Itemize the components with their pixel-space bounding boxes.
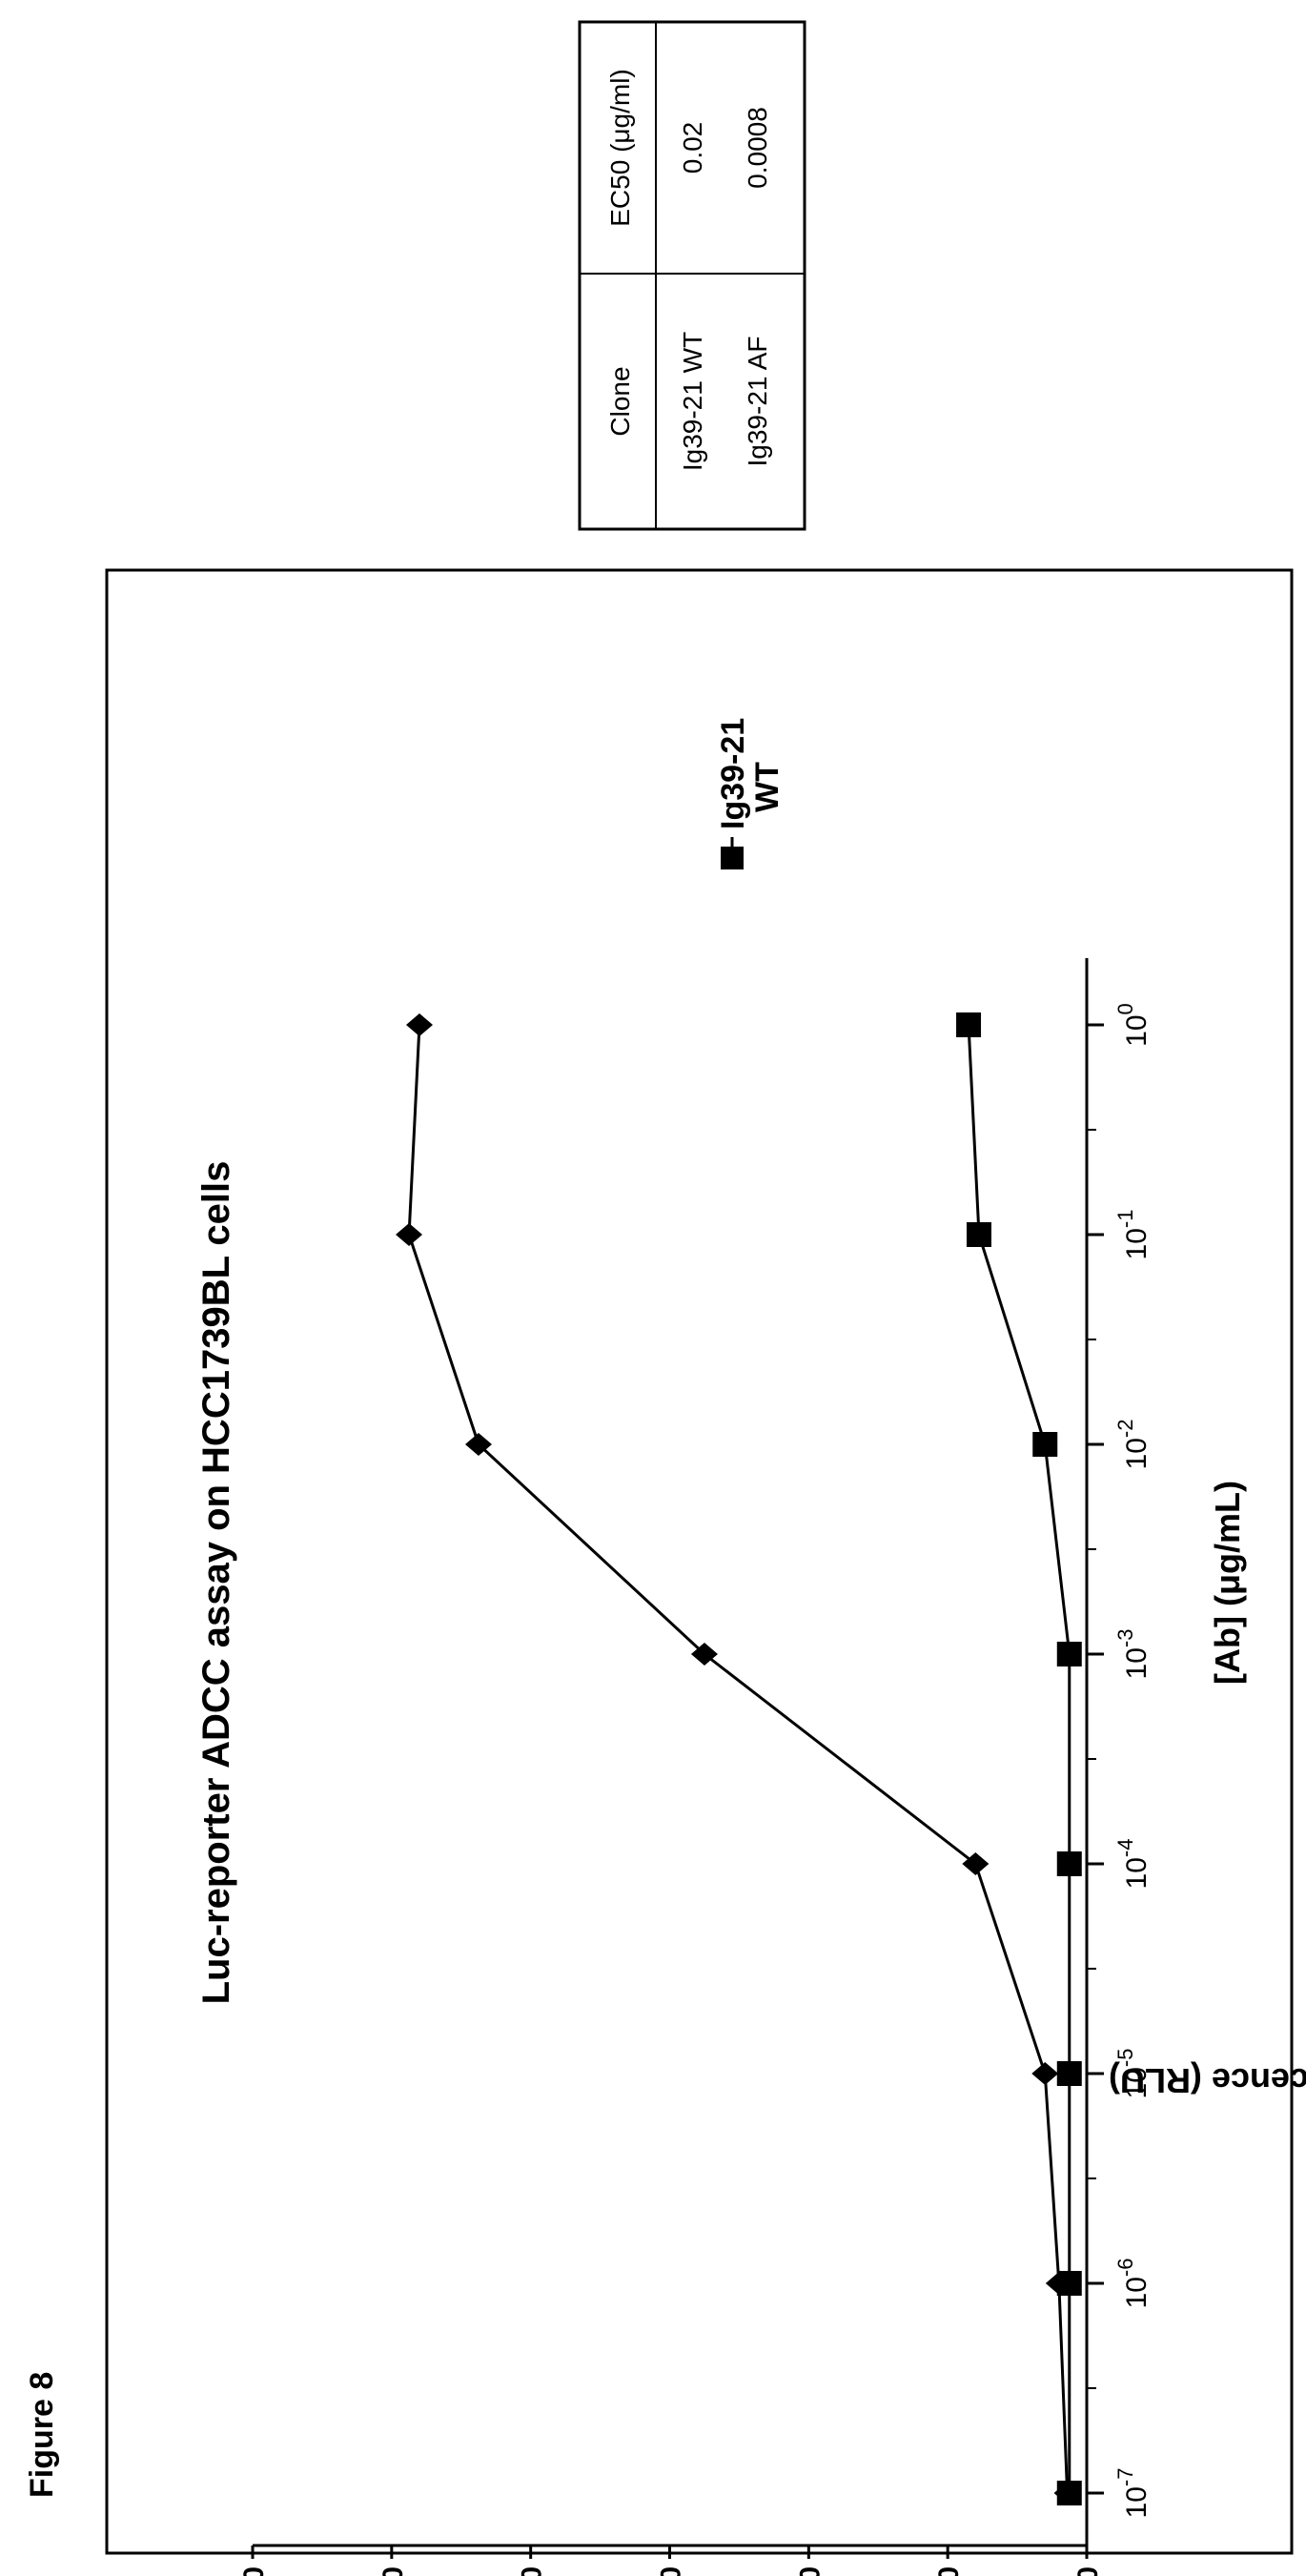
marker-square [1056,2271,1082,2296]
x-tick-exponent: -7 [1113,2468,1137,2487]
x-tick-exponent: -5 [1113,2049,1137,2068]
marker-square [956,1012,982,1037]
x-tick-exponent: -4 [1113,1839,1137,1858]
y-tick-label: 400000 [794,2566,826,2576]
y-axis-ticks: 0 200000 400000 600000 800000 1000000 1200000 [238,2545,1104,2576]
series-lines [407,1024,1071,2494]
marker-diamond [406,1013,433,1036]
marker-square [1032,1432,1058,1457]
x-tick-exponent: -2 [1113,1420,1137,1439]
chart-title: Luc-reporter ADCC assay on HCC1739BL cel… [195,1161,237,2005]
x-tick-label: 10-1 [1113,1210,1153,1260]
table-header-clone: Clone [605,366,635,436]
x-tick-exponent: 0 [1113,1003,1137,1014]
legend-label-line2: WT [749,762,786,812]
chart-frame [105,568,1294,2555]
x-tick-label: 100 [1113,1003,1153,1047]
y-tick-label: 200000 [933,2566,965,2576]
series-markers [396,1012,1082,2505]
marker-diamond [464,1433,492,1456]
x-tick-label: 10-7 [1113,2468,1153,2519]
x-tick-label: 10-3 [1113,1629,1153,1680]
y-tick-label: 800000 [517,2566,548,2576]
x-tick-label: 10-6 [1113,2259,1153,2309]
figure-label: Figure 8 [24,2372,60,2498]
marker-square [1056,1851,1082,1876]
table-cell-clone-2: Ig39-21 AF [743,337,772,467]
legend-marker-square [721,847,744,869]
x-tick-label: 10-4 [1113,1839,1153,1890]
table-cell-ec50-1: 0.02 [678,122,707,174]
ec50-table: Clone EC50 (μg/ml) Ig39-21 WT 0.02 Ig39-… [578,20,806,531]
series-line-af [407,1024,1070,2494]
marker-square [966,1222,991,1247]
x-tick-label: 10-2 [1113,1420,1153,1470]
table-cell-ec50-2: 0.0008 [743,107,772,189]
marker-diamond [1031,2062,1059,2085]
marker-square [1056,1642,1082,1666]
y-tick-label: 1200000 [238,2566,270,2576]
y-tick-label: 1000000 [378,2566,409,2576]
x-tick-exponent: -6 [1113,2259,1137,2278]
x-tick-exponent: -3 [1113,1629,1137,1648]
table-cell-clone-1: Ig39-21 WT [678,332,707,471]
y-tick-label: 600000 [656,2566,687,2576]
x-tick-exponent: -1 [1113,1210,1137,1229]
table-header-ec50: EC50 (μg/ml) [605,69,635,227]
marker-diamond [396,1223,423,1246]
legend-label-line1: Ig39-21 [715,718,751,829]
marker-square [1056,2061,1082,2086]
y-axis-title: Luminescence (RLU) [1109,2061,1306,2100]
legend: Ig39-21 WT [715,718,786,869]
series-line-wt [967,1024,1071,2493]
x-axis-title: [Ab] (μg/mL) [1208,1481,1247,1685]
y-tick-label: 0 [1072,2566,1104,2576]
chart-axes [253,958,1089,2547]
marker-square [1056,2481,1082,2505]
